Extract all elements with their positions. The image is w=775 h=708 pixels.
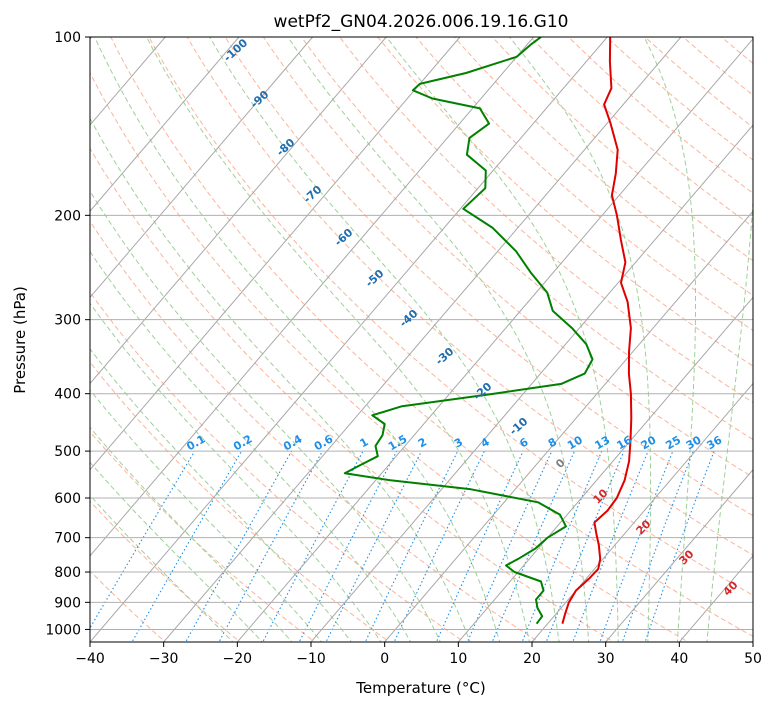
x-tick-label: 50 — [744, 651, 762, 667]
isotherms — [90, 37, 753, 642]
y-tick-label: 100 — [54, 30, 81, 46]
dry-adiabat-line — [453, 37, 753, 296]
mixing-ratio-line — [621, 450, 694, 642]
moist-adiabat-line — [90, 117, 471, 642]
isotherm-line — [605, 468, 753, 642]
y-axis-title: Pressure (hPa) — [11, 286, 29, 394]
moist-adiabat-line — [90, 190, 441, 642]
isotherm-line — [310, 124, 753, 642]
x-tick-label: 10 — [449, 651, 467, 667]
isotherm-line — [384, 210, 753, 642]
x-tick-label: 30 — [597, 651, 615, 667]
isotherm-line — [90, 37, 461, 471]
isotherm-line — [90, 37, 240, 212]
dewpoint-profile-line — [343, 37, 594, 625]
isotherm-line — [90, 37, 313, 299]
plot-frame — [89, 36, 754, 643]
x-tick-label: −20 — [223, 651, 253, 667]
x-axis-title: Temperature (°C) — [355, 679, 485, 697]
isotherm-line — [90, 37, 387, 385]
x-tick-label: 0 — [380, 651, 389, 667]
mixing-ratio-line — [572, 450, 649, 642]
mixing-ratio-line — [545, 450, 625, 642]
mixing-ratio-line — [644, 450, 715, 642]
isotherm-line — [163, 37, 682, 642]
y-tick-label: 700 — [54, 531, 81, 547]
dry-adiabat-line — [224, 37, 753, 517]
moist-adiabat-line — [90, 389, 323, 642]
x-tick-label: 40 — [670, 651, 688, 667]
mixing-ratio-line — [393, 450, 485, 642]
dry-adiabat-line — [148, 37, 753, 596]
y-tick-label: 1000 — [45, 622, 81, 638]
mixing-ratio-line — [298, 450, 398, 642]
mixing-ratio-line — [90, 450, 196, 629]
x-tick-label: −40 — [75, 651, 105, 667]
y-axis-ticks: 100 200 300 400 500 600 700 800 900 1000 — [45, 30, 90, 638]
y-tick-label: 200 — [54, 208, 81, 224]
x-tick-label: −30 — [149, 651, 179, 667]
isobars — [90, 37, 753, 630]
mixing-ratio-line — [521, 450, 603, 642]
y-tick-label: 300 — [54, 313, 81, 329]
isotherm-line — [90, 37, 608, 642]
isotherm-line — [531, 382, 753, 642]
isotherm-line — [90, 37, 534, 557]
y-tick-label: 600 — [54, 491, 81, 507]
x-tick-label: 20 — [523, 651, 541, 667]
temperature-profile-line — [561, 37, 633, 624]
plot-area: 0.1 0.2 0.4 0.6 1 1.5 2 3 4 6 8 10 13 16 20 25 30 36-100-… — [90, 37, 753, 642]
y-tick-label: 800 — [54, 565, 81, 581]
x-axis-ticks: −40 −30 −20 −10 0 10 20 30 40 50 — [75, 642, 762, 667]
y-tick-label: 500 — [54, 444, 81, 460]
chart-title: wetPf2_GN04.2026.006.19.16.G10 — [274, 12, 569, 32]
mixing-ratio-line — [218, 450, 323, 642]
y-tick-label: 400 — [54, 387, 81, 403]
profile-series — [343, 37, 633, 625]
mixing-ratio-line — [599, 450, 674, 642]
dry-adiabat-line — [301, 37, 753, 441]
dry-adiabat-line — [339, 37, 753, 404]
moist-adiabat-line — [90, 348, 352, 642]
dry-adiabat-line — [90, 361, 391, 642]
x-tick-label: −10 — [296, 651, 326, 667]
y-tick-label: 900 — [54, 595, 81, 611]
isotherm-line — [236, 38, 753, 642]
